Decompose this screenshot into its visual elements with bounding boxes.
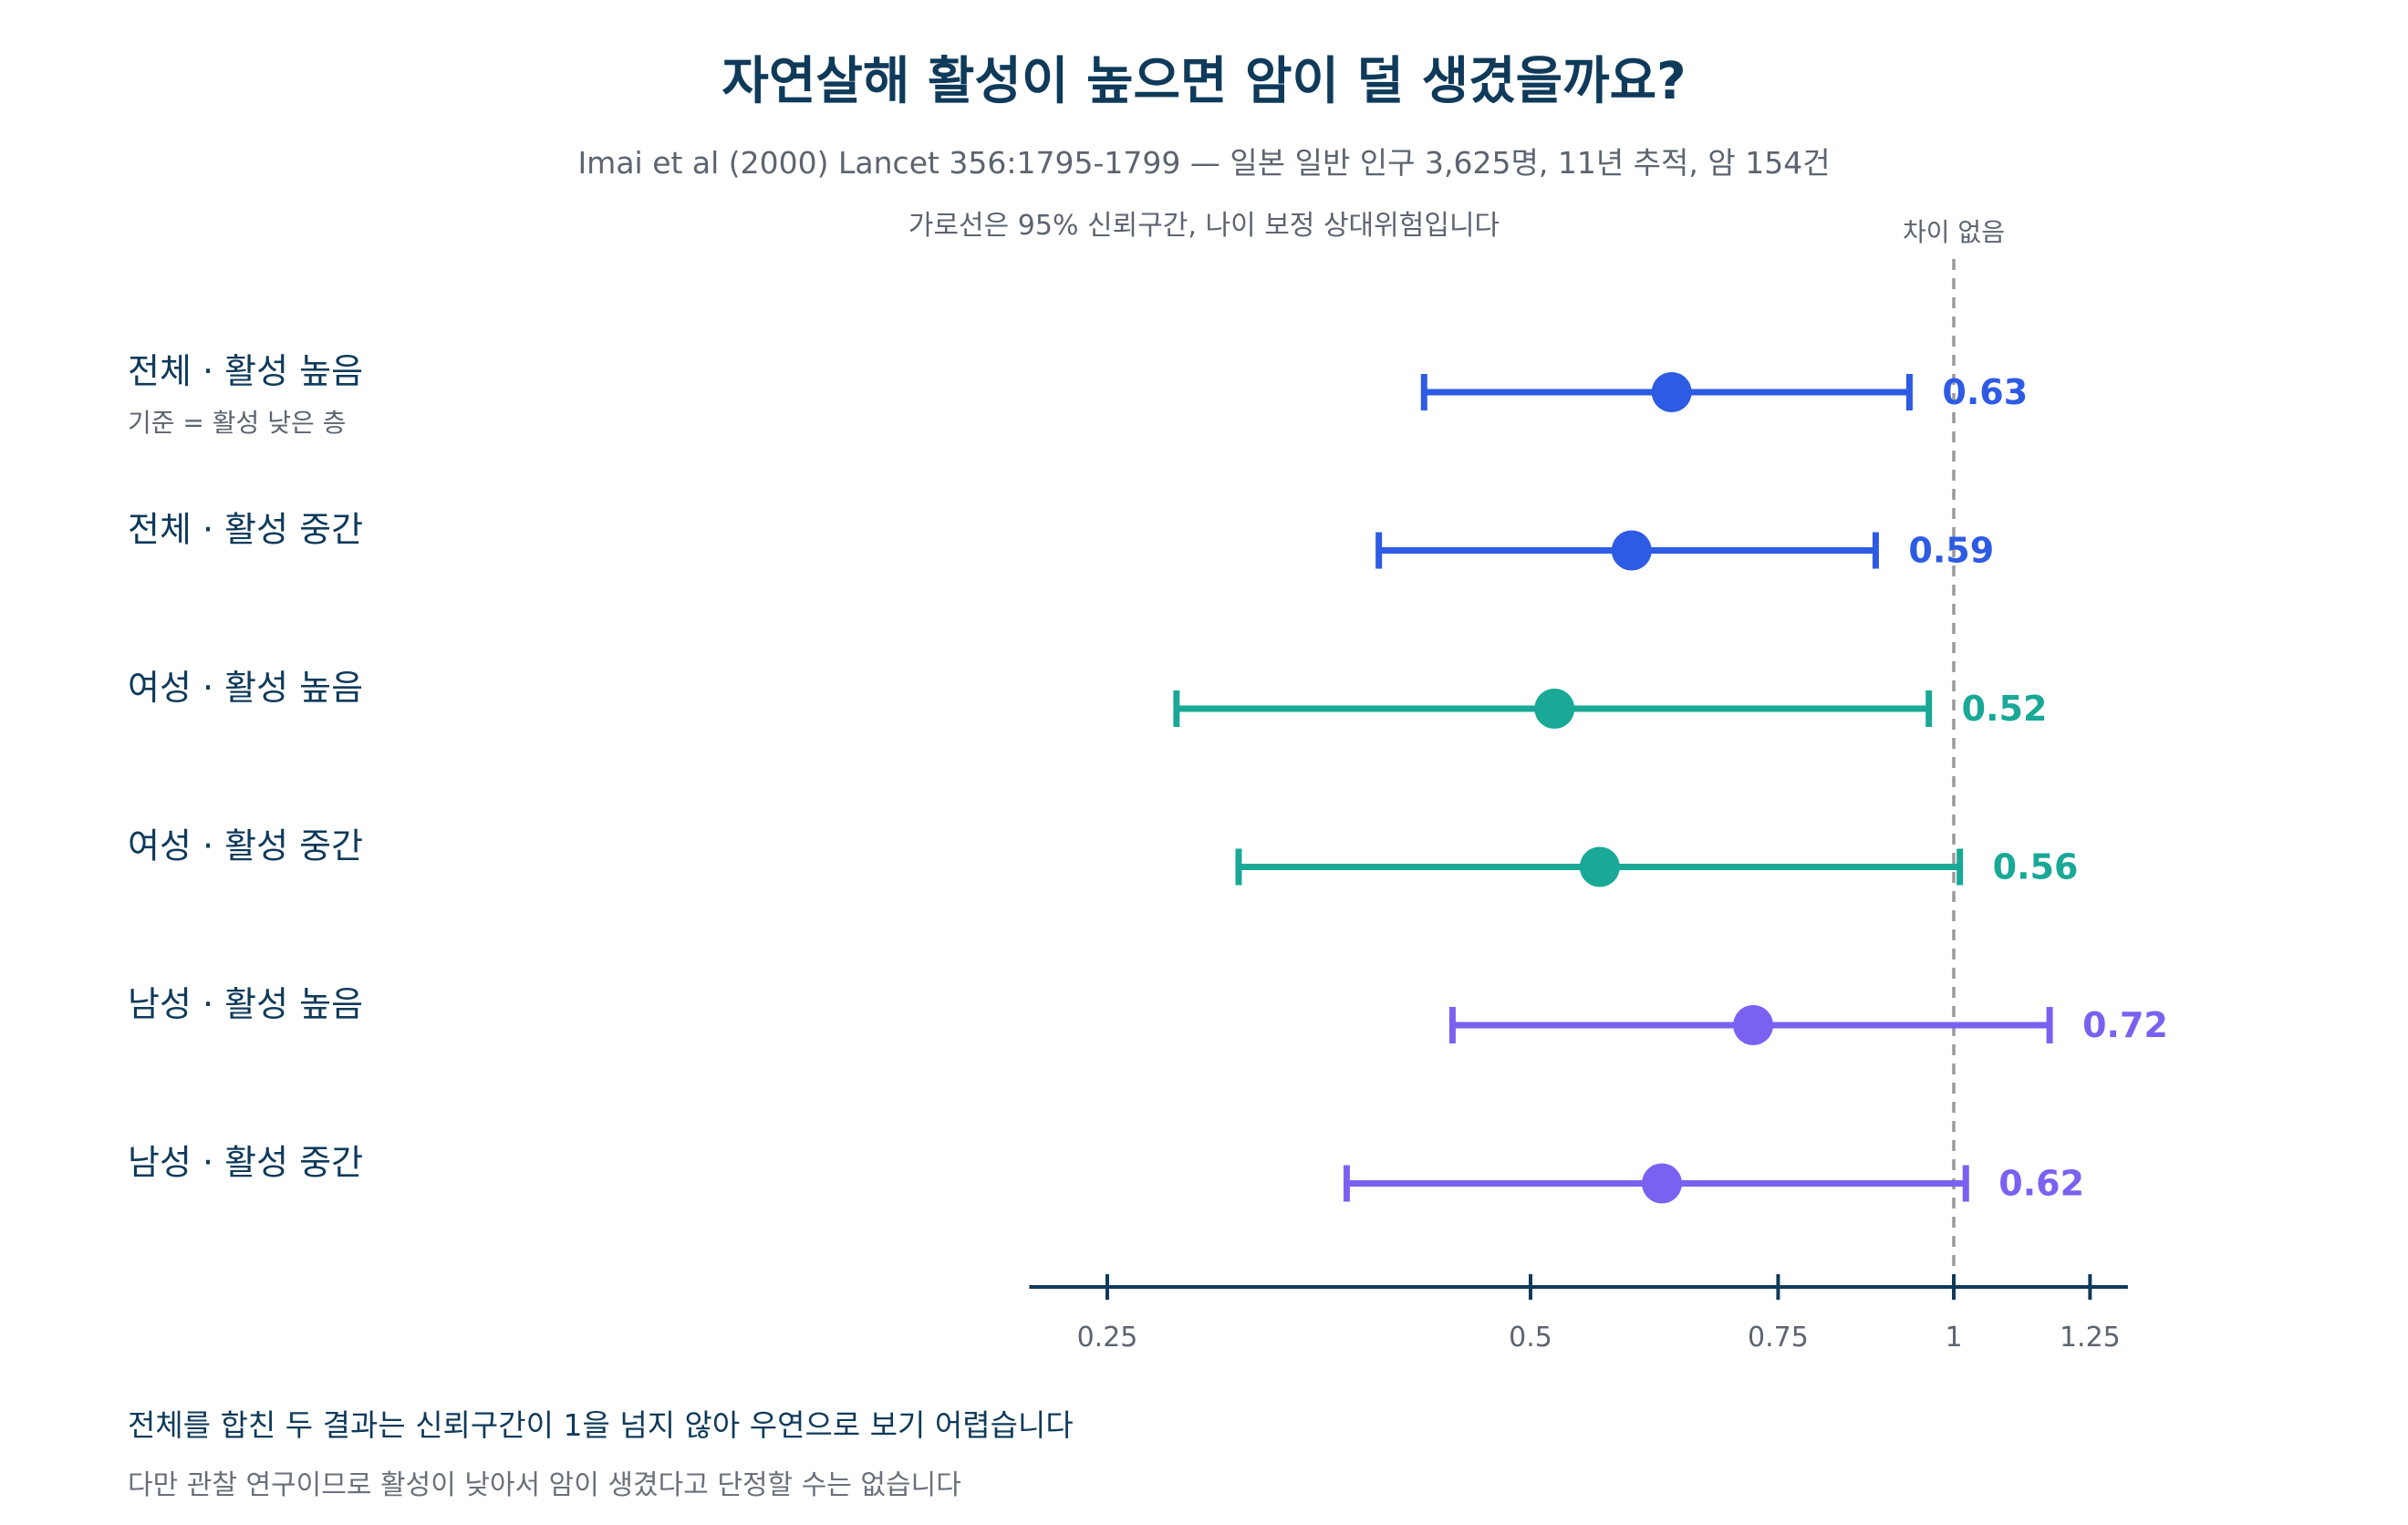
footer-caveat: 다만 관찰 연구이므로 활성이 낮아서 암이 생겼다고 단정할 수는 없습니다 [128,1469,961,1501]
chart-subtitle: Imai et al (2000) Lancet 356:1795-1799 —… [577,145,1831,181]
estimate-point [1579,846,1620,887]
row-label: 남성 · 활성 높음 [128,984,363,1024]
estimate-point [1641,1163,1682,1204]
row-label: 남성 · 활성 중간 [128,1143,363,1183]
value-label: 0.52 [1962,689,2048,729]
x-tick-label: 1.25 [2060,1322,2121,1354]
chart-note: 가로선은 95% 신뢰구간, 나이 보정 상대위험입니다 [908,210,1500,242]
estimate-point [1733,1005,1774,1045]
value-label: 0.63 [1942,372,2028,412]
value-label: 0.56 [1993,847,2079,887]
estimate-point [1651,372,1692,412]
estimate-point [1534,689,1575,729]
row-label: 여성 · 활성 높음 [128,668,363,708]
x-tick-label: 0.75 [1748,1322,1809,1354]
reference-line-label: 차이 없음 [1903,217,2005,247]
x-tick-label: 0.25 [1077,1322,1138,1354]
x-tick-label: 0.5 [1509,1322,1552,1354]
chart-title: 자연살해 활성이 높으면 암이 덜 생겼을까요? [721,52,1687,111]
value-label: 0.62 [1998,1164,2084,1204]
value-label: 0.72 [2082,1005,2168,1045]
x-tick-label: 1 [1945,1322,1962,1354]
value-label: 0.59 [1908,531,1994,571]
reference-group-note: 기준 = 활성 낮은 층 [128,408,346,438]
estimate-point [1611,530,1652,571]
footer-conclusion: 전체를 합친 두 결과는 신뢰구간이 1을 넘지 않아 우연으로 보기 어렵습니… [128,1407,1074,1443]
row-label: 여성 · 활성 중간 [128,826,363,866]
row-label: 전체 · 활성 중간 [128,510,363,550]
row-label: 전체 · 활성 높음 [128,351,363,391]
